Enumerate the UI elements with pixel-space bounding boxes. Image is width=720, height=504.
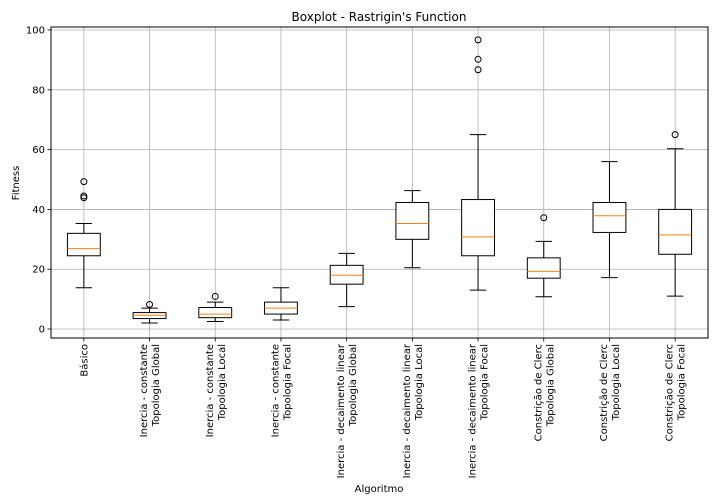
x-tick-label: Constrição de Clerc Topologia Local xyxy=(599,344,622,441)
outlier-point xyxy=(540,214,548,222)
chart-title: Boxplot - Rastrigin's Function xyxy=(292,10,467,24)
x-tick-label-line: Constrição de Clerc xyxy=(533,344,544,441)
iqr-box xyxy=(198,306,233,319)
x-tick-label-line: Topologia Focal xyxy=(480,344,491,421)
x-tick-label-line: Topologia Focal xyxy=(677,344,688,421)
x-tick-label-line: Topologia Global xyxy=(545,344,556,427)
x-tick-label-line: Topologia Local xyxy=(217,344,228,421)
x-tick-label-line: Inercia - decaimento linear xyxy=(402,343,413,478)
x-tick-label-line: Topologia Local xyxy=(414,344,425,421)
x-tick-label: Constrição de Clerc Topologia Global xyxy=(533,344,556,441)
x-tick-label-line: Topologia Global xyxy=(348,344,359,427)
iqr-box xyxy=(461,199,495,257)
x-tick-label-line: Topologia Global xyxy=(151,344,162,427)
iqr-box xyxy=(658,208,693,255)
iqr-box xyxy=(395,202,430,240)
outlier-point xyxy=(671,131,679,139)
x-tick-label-line: Inercia - decaimento linear xyxy=(336,343,347,478)
y-axis-ticks: 0 20 40 60 80 100 xyxy=(26,25,51,336)
x-tick-label: Inercia - constante Topologia Focal xyxy=(270,344,293,437)
x-axis-label: Algoritmo xyxy=(355,484,404,495)
x-tick-label-line: Constrição de Clerc xyxy=(599,344,610,441)
box-group xyxy=(264,287,298,321)
x-tick-label-line: Inercia - constante xyxy=(270,344,281,437)
x-tick-label-line: Constrição de Clerc xyxy=(665,344,676,441)
x-tick-label-line: Inercia - decaimento linear xyxy=(468,343,479,478)
x-tick-label: Inercia - decaimento linear Topologia Loc… xyxy=(402,343,425,478)
box-group xyxy=(658,131,693,297)
box-group xyxy=(526,214,561,298)
x-tick-label: Inercia - decaimento linear Topologia Foc… xyxy=(468,343,491,478)
outlier-point xyxy=(211,292,219,300)
box-group xyxy=(198,292,233,323)
y-tick-label: 0 xyxy=(39,325,45,336)
y-tick-label: 100 xyxy=(26,25,45,36)
plot-frame xyxy=(50,26,709,339)
x-tick-label: Inercia - constante Topologia Local xyxy=(205,344,228,437)
x-tick-label-line: Básico xyxy=(78,344,90,377)
x-tick-label-line: Inercia - constante xyxy=(205,344,216,437)
box-group xyxy=(592,161,627,279)
y-tick-label: 20 xyxy=(32,265,45,276)
y-tick-label: 80 xyxy=(32,85,45,96)
outlier-point xyxy=(80,192,88,200)
outlier-point xyxy=(474,55,482,63)
y-tick-label: 40 xyxy=(32,205,45,216)
x-tick-label: Constrição de Clerc Topologia Focal xyxy=(665,344,688,441)
boxes-layer xyxy=(66,36,693,324)
x-tick-label: Inercia - decaimento linear Topologia Glo… xyxy=(336,343,359,478)
outlier-point xyxy=(474,36,482,44)
x-tick-label-line: Inercia - constante xyxy=(139,344,150,437)
x-tick-label-line: Topologia Focal xyxy=(282,344,293,421)
box-group xyxy=(395,190,430,269)
iqr-box xyxy=(66,232,101,257)
box-group xyxy=(66,178,101,289)
y-tick-label: 60 xyxy=(32,145,45,156)
outlier-point xyxy=(80,178,88,186)
iqr-box xyxy=(526,257,561,279)
x-tick-label: Inercia - constante Topologia Global xyxy=(139,344,162,437)
x-tick-label-line: Topologia Local xyxy=(611,344,622,421)
x-axis-ticks: Básico Inercia - constante Topologia Globa… xyxy=(78,338,688,478)
box-group xyxy=(132,301,167,324)
box-group xyxy=(329,252,364,308)
outlier-point xyxy=(146,301,154,309)
iqr-box xyxy=(592,202,627,233)
x-tick-label: Básico xyxy=(78,344,90,377)
box-group xyxy=(461,36,495,291)
outlier-point xyxy=(474,66,482,74)
y-axis-label: Fitness xyxy=(11,166,22,201)
